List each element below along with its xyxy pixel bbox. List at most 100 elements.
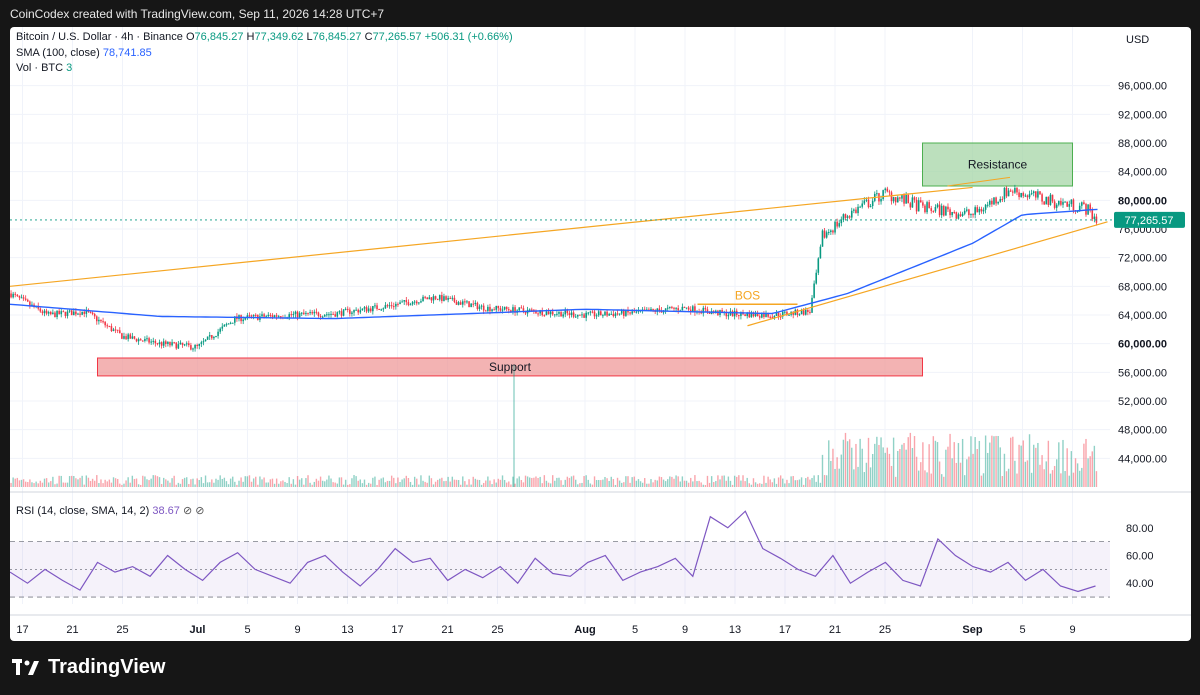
candle bbox=[857, 206, 859, 214]
volume-bar bbox=[848, 439, 851, 487]
candle bbox=[75, 311, 77, 315]
volume-bar bbox=[165, 479, 167, 487]
candle bbox=[911, 197, 914, 208]
volume-bar bbox=[834, 468, 836, 487]
volume-bar bbox=[867, 437, 870, 487]
volume-bar bbox=[64, 482, 67, 487]
candle bbox=[89, 311, 92, 313]
volume-bar bbox=[951, 458, 953, 487]
candle bbox=[604, 311, 606, 316]
volume-bar bbox=[75, 478, 77, 487]
volume-bar bbox=[554, 480, 556, 487]
candle bbox=[185, 343, 188, 345]
candle bbox=[727, 314, 730, 317]
candle bbox=[351, 312, 353, 314]
candle bbox=[357, 309, 360, 313]
volume-bar bbox=[832, 448, 834, 487]
candle bbox=[788, 314, 790, 316]
volume-bar bbox=[108, 479, 111, 487]
volume-bar bbox=[240, 477, 242, 487]
volume-bar bbox=[750, 484, 753, 487]
candle bbox=[715, 310, 717, 313]
volume-bar bbox=[790, 476, 792, 487]
candle bbox=[673, 307, 675, 309]
volume-bar bbox=[581, 482, 583, 487]
volume-bar bbox=[903, 443, 905, 487]
volume-bar bbox=[244, 476, 246, 487]
candle bbox=[738, 315, 740, 317]
volume-bar bbox=[685, 480, 688, 487]
candle bbox=[600, 311, 602, 316]
candle bbox=[915, 199, 918, 212]
candle bbox=[135, 338, 138, 342]
volume-bar bbox=[892, 437, 895, 487]
sma-legend[interactable]: SMA (100, close) 78,741.85 bbox=[16, 47, 152, 59]
candle bbox=[786, 311, 788, 315]
candle bbox=[392, 306, 395, 308]
volume-bar bbox=[754, 482, 757, 487]
candle bbox=[566, 310, 569, 314]
volume-bar bbox=[311, 484, 313, 487]
volume-bar bbox=[721, 475, 723, 487]
volume-bar bbox=[303, 484, 305, 487]
candle bbox=[608, 313, 610, 316]
candle bbox=[409, 304, 412, 306]
candle bbox=[165, 341, 167, 344]
candle bbox=[384, 305, 387, 309]
volume-bar bbox=[24, 481, 27, 487]
volume-bar bbox=[894, 476, 897, 487]
candle bbox=[740, 312, 742, 316]
volume-bar bbox=[786, 479, 788, 487]
candle bbox=[83, 311, 86, 314]
volume-bar bbox=[840, 454, 843, 487]
volume-bar bbox=[715, 480, 717, 487]
candle bbox=[1028, 194, 1031, 198]
volume-bar bbox=[470, 484, 472, 487]
candle bbox=[932, 210, 935, 212]
volume-bar bbox=[338, 477, 341, 487]
volume-bar bbox=[1066, 448, 1068, 487]
candle bbox=[102, 321, 104, 323]
volume-bar bbox=[238, 480, 240, 487]
volume-bar bbox=[667, 479, 669, 487]
volume-bar bbox=[54, 484, 56, 487]
chart-panel[interactable]: Resistance Support BOS 44,000.00 48,000.00 5… bbox=[10, 27, 1191, 641]
volume-bar bbox=[759, 483, 761, 487]
volume-bar bbox=[871, 453, 874, 487]
rsi-pane: 40.00 60.00 80.00 bbox=[10, 510, 1154, 598]
volume-legend[interactable]: Vol · BTC 3 bbox=[16, 62, 73, 74]
volume-bar bbox=[809, 479, 811, 487]
volume-bar bbox=[386, 480, 389, 487]
candle bbox=[830, 230, 832, 233]
candle bbox=[528, 309, 531, 311]
candle bbox=[899, 197, 901, 199]
volume-bar bbox=[880, 437, 882, 487]
candle bbox=[455, 301, 458, 305]
volume-bar bbox=[1014, 460, 1016, 487]
candle bbox=[942, 205, 945, 216]
volume-bar bbox=[675, 475, 677, 487]
rsi-legend[interactable]: RSI (14, close, SMA, 14, 2) 38.67 ⊘ ⊘ bbox=[16, 505, 205, 517]
volume-bar bbox=[798, 479, 801, 487]
volume-bar bbox=[219, 475, 221, 487]
candle bbox=[543, 315, 546, 317]
volume-bar bbox=[384, 482, 387, 487]
tradingview-brand[interactable]: TradingView bbox=[12, 656, 165, 679]
volume-bar bbox=[39, 480, 42, 487]
candle bbox=[489, 306, 491, 312]
volume-bar bbox=[974, 437, 976, 487]
volume-bar bbox=[503, 479, 506, 487]
volume-bar bbox=[489, 480, 491, 487]
candle bbox=[890, 192, 893, 202]
candle bbox=[583, 314, 585, 318]
candle bbox=[844, 214, 847, 218]
volume-bar bbox=[1064, 471, 1066, 487]
candle bbox=[976, 207, 979, 213]
candle bbox=[572, 312, 575, 317]
visibility-icons[interactable]: ⊘ ⊘ bbox=[182, 505, 205, 517]
candle bbox=[882, 190, 884, 200]
price-chart[interactable]: Resistance Support BOS 44,000.00 48,000.00 5… bbox=[10, 27, 1191, 641]
candle bbox=[955, 212, 958, 219]
volume-bar bbox=[644, 478, 646, 487]
volume-bar bbox=[10, 482, 12, 487]
